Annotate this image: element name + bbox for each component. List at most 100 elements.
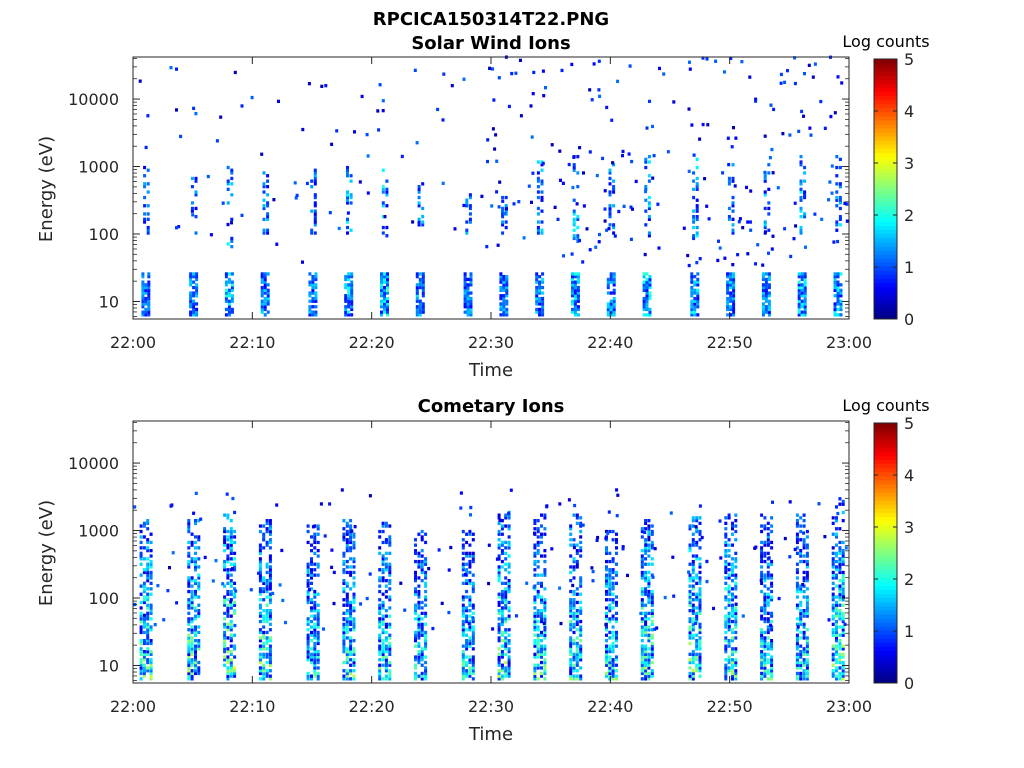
spectrogram-cell: [696, 299, 700, 303]
spectrogram-cell: [760, 666, 764, 670]
spectrogram-cell: [631, 207, 634, 211]
spectrogram-cell: [418, 302, 422, 306]
spectrogram-cell: [316, 639, 320, 643]
spectrogram-cell: [507, 546, 511, 550]
spectrogram-cell: [349, 174, 353, 178]
spectrogram-cell: [640, 573, 644, 577]
spectrogram-cell: [690, 299, 694, 303]
spectrogram-cell: [230, 193, 234, 197]
spectrogram-cell: [190, 584, 194, 588]
spectrogram-cell: [384, 677, 388, 681]
spectrogram-cell: [190, 176, 194, 181]
spectrogram-cell: [799, 587, 803, 591]
spectrogram-cell: [695, 176, 699, 181]
spectrogram-cell: [466, 288, 470, 292]
colorbar-tick-label: 5: [904, 414, 914, 433]
spectrogram-cell: [760, 614, 764, 618]
spectrogram-cell: [142, 641, 146, 646]
spectrogram-cell: [644, 617, 648, 621]
spectrogram-cell: [831, 521, 835, 525]
spectrogram-cell: [226, 516, 230, 520]
spectrogram-cell: [306, 529, 310, 534]
spectrogram-cell: [156, 584, 160, 588]
spectrogram-cell: [644, 573, 648, 577]
spectrogram-cell: [644, 538, 648, 542]
spectrogram-cell: [575, 663, 579, 667]
spectrogram-cell: [644, 633, 648, 637]
colorbar-segment: [874, 286, 897, 292]
spectrogram-cell: [465, 663, 469, 667]
spectrogram-cell: [381, 658, 385, 662]
spectrogram-cell: [377, 128, 381, 132]
spectrogram-cell: [258, 614, 262, 618]
spectrogram-cell: [543, 600, 547, 605]
spectrogram-cell: [726, 305, 730, 309]
spectrogram-cell: [468, 529, 472, 534]
colorbar-segment: [874, 221, 897, 227]
spectrogram-cell: [313, 535, 317, 539]
spectrogram-cell: [194, 671, 197, 676]
spectrogram-cell: [342, 581, 346, 585]
spectrogram-cell: [316, 655, 320, 659]
spectrogram-cell: [381, 630, 385, 635]
spectrogram-cell: [146, 225, 150, 230]
spectrogram-cell: [197, 647, 201, 651]
spectrogram-cell: [799, 617, 803, 621]
spectrogram-cell: [383, 307, 386, 312]
spectrogram-cell: [227, 302, 231, 306]
spectrogram-cell: [316, 611, 320, 615]
spectrogram-cell: [838, 195, 842, 200]
spectrogram-cell: [471, 663, 475, 667]
spectrogram-cell: [227, 288, 231, 292]
spectrogram-cell: [797, 294, 801, 298]
spectrogram-cell: [612, 179, 616, 183]
spectrogram-cell: [383, 277, 386, 282]
spectrogram-cell: [693, 305, 697, 309]
y-tick-label: 10: [99, 292, 119, 311]
spectrogram-cell: [647, 535, 651, 539]
spectrogram-cell: [795, 606, 799, 610]
spectrogram-cell: [306, 600, 310, 605]
spectrogram-cell: [576, 217, 580, 221]
colorbar-segment: [874, 479, 897, 485]
spectrogram-cell: [569, 579, 573, 583]
spectrogram-cell: [465, 671, 469, 676]
spectrogram-cell: [576, 236, 580, 241]
spectrogram-cell: [582, 204, 586, 208]
spectrogram-cell: [192, 305, 196, 309]
spectrogram-cell: [465, 570, 469, 575]
spectrogram-cell: [226, 242, 230, 246]
spectrogram-cell: [691, 677, 695, 681]
spectrogram-cell: [260, 302, 264, 306]
spectrogram-cell: [611, 641, 615, 646]
spectrogram-cell: [229, 658, 233, 662]
spectrogram-cell: [347, 272, 351, 276]
spectrogram-cell: [349, 652, 353, 656]
spectrogram-cell: [190, 636, 194, 640]
spectrogram-cell: [316, 666, 320, 670]
x-tick-label: 23:00: [826, 697, 872, 716]
spectrogram-cell: [766, 562, 770, 566]
spectrogram-cell: [194, 592, 197, 596]
spectrogram-cell: [187, 540, 191, 545]
spectrogram-cell: [463, 294, 467, 298]
spectrogram-cell: [233, 562, 237, 566]
spectrogram-cell: [835, 228, 839, 232]
spectrogram-cell: [284, 620, 287, 625]
spectrogram-cell: [647, 524, 651, 528]
spectrogram-cell: [139, 666, 143, 670]
spectrogram-cell: [569, 674, 573, 678]
spectrogram-cell: [783, 536, 787, 541]
spectrogram-cell: [266, 231, 270, 235]
spectrogram-cell: [805, 663, 809, 667]
spectrogram-cell: [605, 652, 608, 656]
spectrogram-cell: [799, 549, 803, 553]
spectrogram-cell: [471, 660, 475, 665]
spectrogram-cell: [187, 611, 191, 615]
spectrogram-cell: [572, 641, 576, 646]
spectrogram-cell: [795, 660, 799, 665]
spectrogram-cell: [688, 625, 692, 629]
spectrogram-cell: [543, 573, 547, 577]
spectrogram-cell: [692, 153, 696, 157]
spectrogram-cell: [690, 313, 694, 317]
